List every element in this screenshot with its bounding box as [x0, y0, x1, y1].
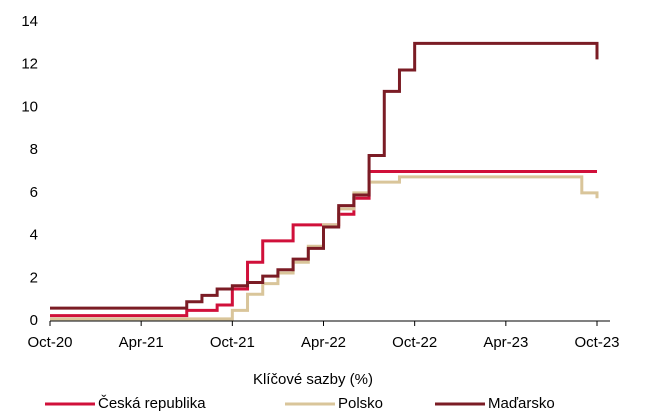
y-tick-label: 12 — [21, 56, 38, 73]
legend-label: Maďarsko — [488, 395, 555, 412]
legend-label: Česká republika — [98, 395, 206, 412]
x-tick-label: Oct-20 — [27, 334, 72, 351]
series-line — [50, 41, 599, 310]
x-tick-label: Apr-23 — [483, 334, 528, 351]
x-tick-label: Oct-23 — [574, 334, 619, 351]
y-tick-label: 2 — [30, 269, 38, 286]
y-tick-label: 4 — [30, 227, 38, 244]
y-tick-label: 14 — [21, 13, 38, 30]
y-tick-label: 0 — [30, 312, 38, 329]
series-line — [50, 170, 597, 318]
x-tick-label: Oct-22 — [392, 334, 437, 351]
y-tick-label: 8 — [30, 141, 38, 158]
legend-label: Polsko — [338, 395, 383, 412]
x-tick-label: Apr-22 — [301, 334, 346, 351]
x-tick-label: Oct-21 — [210, 334, 255, 351]
x-tick-label: Apr-21 — [119, 334, 164, 351]
x-axis-label: Klíčové sazby (%) — [253, 371, 373, 388]
y-tick-label: 10 — [21, 98, 38, 115]
y-tick-label: 6 — [30, 184, 38, 201]
